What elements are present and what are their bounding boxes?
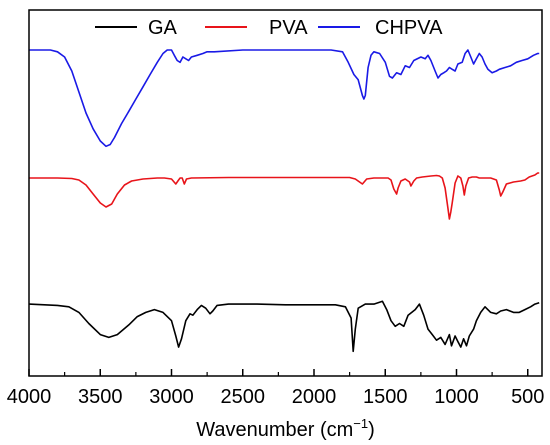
x-tick-label-3500: 3500 [78, 386, 123, 408]
x-axis-title-close: ) [368, 419, 375, 441]
legend: GA PVA CHPVA [95, 17, 443, 39]
legend-label-chpva: CHPVA [375, 17, 443, 39]
x-tick-label-1500: 1500 [363, 386, 408, 408]
x-tick-label-2500: 2500 [221, 386, 266, 408]
x-tick-label-1000: 1000 [434, 386, 479, 408]
x-tick-label-2000: 2000 [292, 386, 337, 408]
x-tick-label-3000: 3000 [149, 386, 194, 408]
x-tick-label-4000: 4000 [7, 386, 52, 408]
plot-frame [28, 9, 543, 377]
series-line-ga [28, 300, 540, 353]
x-axis-tick-labels: 4000 3500 3000 2500 2000 1500 1000 500 [7, 386, 545, 408]
plot-lines [28, 49, 540, 353]
series-line-chpva [29, 49, 540, 148]
series-line-pva [29, 172, 540, 220]
x-tick-label-500: 500 [511, 386, 544, 408]
x-axis-title: Wavenumber (cm−1) [196, 416, 375, 441]
x-axis-title-superscript: −1 [353, 416, 368, 431]
legend-label-ga: GA [148, 17, 178, 39]
x-axis-ticks [28, 369, 529, 376]
legend-label-pva: PVA [269, 17, 308, 39]
